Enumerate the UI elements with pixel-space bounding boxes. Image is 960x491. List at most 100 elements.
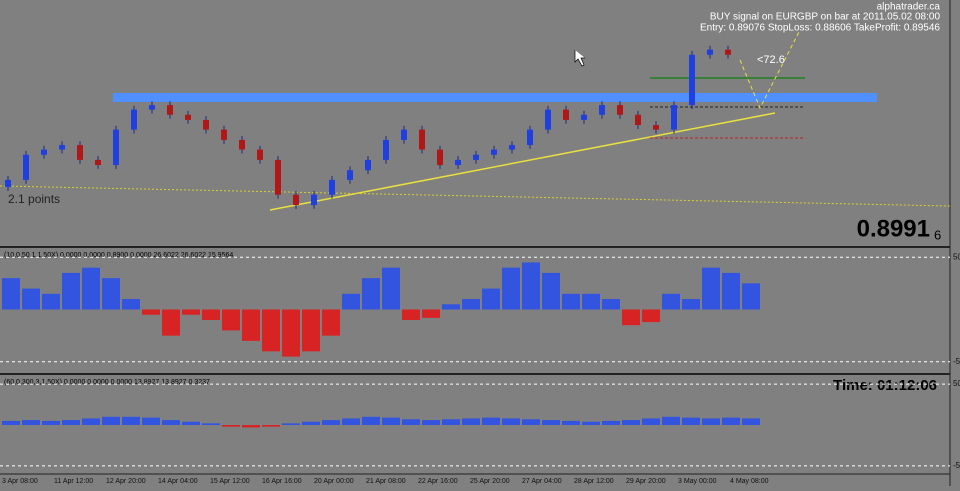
y-tick-label: -50: [953, 357, 960, 366]
price-digit: 6: [934, 227, 941, 242]
candle-body: [689, 54, 695, 106]
time-label: 14 Apr 04:00: [158, 478, 198, 485]
candle-body: [23, 154, 29, 180]
histogram-bar: [522, 419, 540, 425]
histogram-bar: [722, 272, 740, 310]
histogram-bar: [742, 418, 760, 425]
histogram-bar: [402, 419, 420, 425]
histogram-bar: [362, 416, 380, 425]
histogram-bar: [222, 309, 240, 331]
time-label: 29 Apr 20:00: [626, 478, 666, 485]
time-label: 20 Apr 00:00: [314, 478, 354, 485]
candle-body: [329, 179, 335, 195]
histogram-bar: [602, 299, 620, 310]
mouse-cursor: [574, 50, 585, 67]
histogram-bar: [702, 418, 720, 425]
candle-body: [473, 154, 479, 160]
candle-body: [671, 105, 677, 130]
histogram-bar: [182, 309, 200, 315]
histogram-bar: [542, 272, 560, 310]
candle-body: [77, 145, 83, 160]
time-label: 21 Apr 08:00: [366, 478, 406, 485]
histogram-bar: [22, 288, 40, 310]
histogram-bar: [262, 309, 280, 352]
candle-body: [239, 139, 245, 150]
candle-body: [149, 105, 155, 110]
histogram-bar: [242, 425, 260, 428]
histogram-bar: [62, 420, 80, 425]
candle-body: [347, 170, 353, 180]
histogram-bar: [442, 419, 460, 425]
histogram-bar: [442, 304, 460, 310]
indicator-label: (60,0,300,3,1.50X) 0.0000 0.0000 0.0000 …: [4, 379, 210, 386]
time-label: 12 Apr 20:00: [106, 478, 146, 485]
candle-body: [455, 159, 461, 166]
histogram-bar: [662, 416, 680, 425]
histogram-bar: [322, 309, 340, 336]
histogram-bar: [202, 309, 220, 320]
histogram-bar: [582, 421, 600, 425]
candle-body: [725, 49, 731, 55]
histogram-bar: [82, 418, 100, 425]
candle-body: [221, 129, 227, 140]
time-label: 22 Apr 16:00: [418, 478, 458, 485]
histogram-bar: [562, 420, 580, 425]
time-label: 11 Apr 12:00: [54, 478, 93, 485]
histogram-bar: [462, 299, 480, 310]
y-tick-label: 50: [953, 379, 960, 388]
site-label: alphatrader.ca: [877, 2, 941, 13]
histogram-bar: [662, 293, 680, 310]
histogram-bar: [642, 418, 660, 425]
candle-body: [257, 149, 263, 160]
histogram-bar: [62, 272, 80, 310]
candle-body: [293, 194, 299, 206]
histogram-bar: [42, 293, 60, 310]
candle-body: [113, 129, 119, 166]
histogram-bar: [622, 420, 640, 425]
histogram-bar: [342, 418, 360, 425]
histogram-bar: [502, 418, 520, 425]
histogram-bar: [162, 309, 180, 336]
time-label: 16 Apr 16:00: [262, 478, 302, 485]
histogram-bar: [2, 278, 20, 310]
candle-body: [203, 119, 209, 130]
histogram-bar: [682, 417, 700, 425]
histogram-bar: [602, 420, 620, 425]
candle-body: [5, 179, 11, 187]
price-display: 0.8991: [857, 215, 930, 242]
histogram-bar: [122, 299, 140, 310]
histogram-bar: [482, 288, 500, 310]
candle-body: [41, 149, 47, 155]
candle-body: [635, 114, 641, 126]
candle-body: [545, 109, 551, 130]
candle-body: [527, 129, 533, 146]
y-tick-label: -50: [953, 461, 960, 470]
time-label: 27 Apr 04:00: [522, 478, 562, 485]
histogram-bar: [422, 420, 440, 425]
projection: [739, 29, 801, 110]
candle-body: [185, 114, 191, 120]
histogram-bar: [422, 309, 440, 318]
histogram-bar: [182, 421, 200, 425]
candle-body: [437, 149, 443, 166]
histogram-bar: [482, 417, 500, 425]
histogram-bar: [382, 417, 400, 425]
time-label: 4 May 08:00: [730, 478, 769, 485]
candle-body: [167, 105, 173, 115]
time-label: 28 Apr 12:00: [574, 478, 614, 485]
points-label: 2.1 points: [8, 192, 60, 206]
candle-body: [653, 125, 659, 130]
candle-body: [581, 114, 587, 120]
histogram-bar: [122, 416, 140, 425]
histogram-bar: [42, 420, 60, 425]
candle-body: [95, 159, 101, 166]
histogram-bar: [402, 309, 420, 320]
candle-body: [401, 129, 407, 140]
time-label: 25 Apr 20:00: [470, 478, 510, 485]
levels-text: Entry: 0.89076 StopLoss: 0.88606 TakePro…: [700, 23, 940, 34]
trend-line: [269, 112, 776, 211]
histogram-bar: [102, 278, 120, 310]
